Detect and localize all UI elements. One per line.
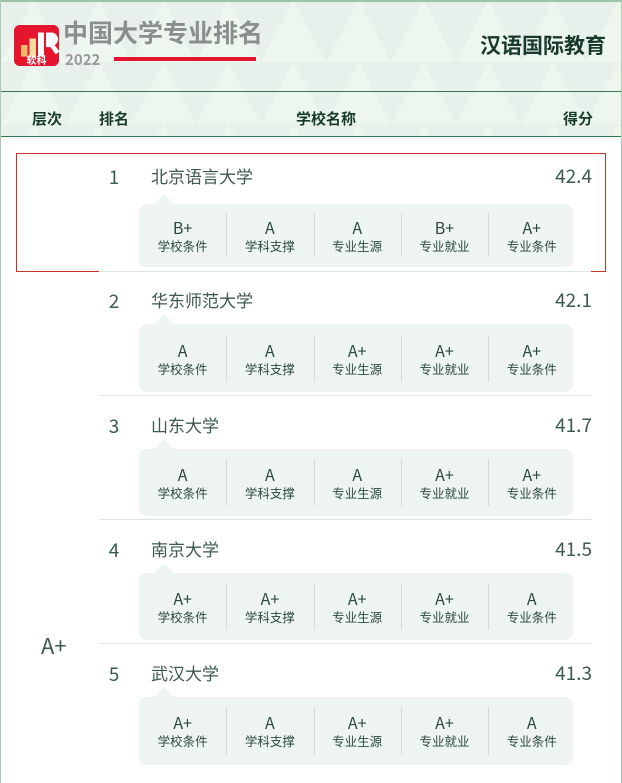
svg-text:软科: 软科	[27, 52, 47, 66]
